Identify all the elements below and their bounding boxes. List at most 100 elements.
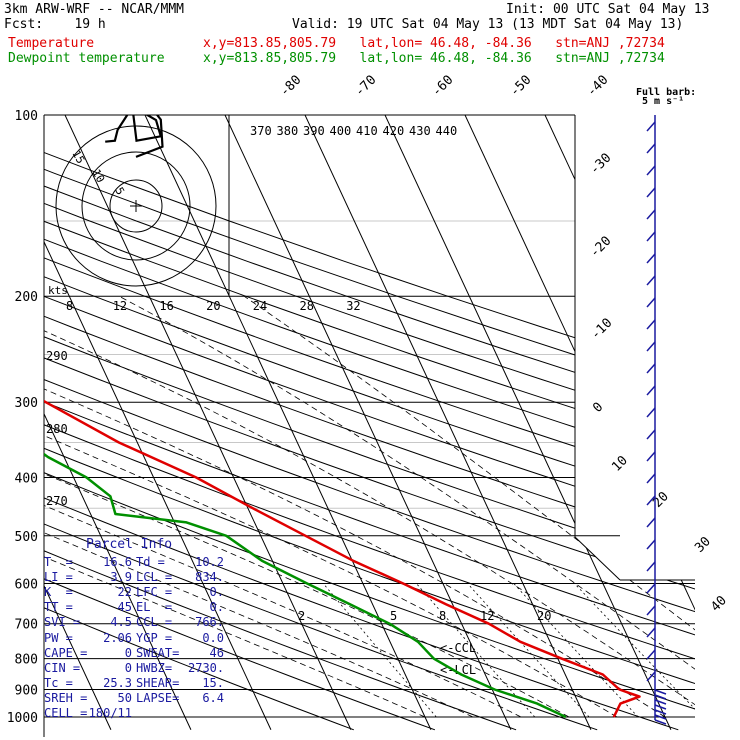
wind-barb <box>646 143 656 154</box>
parcel-info-k2: EL = <box>136 600 173 615</box>
theta-e-label: 410 <box>356 124 378 138</box>
parcel-info-row: K = 22 LFC = 0. <box>44 585 230 600</box>
parcel-info-row: SREH = 50 LAPSE= 6.4 <box>44 691 230 706</box>
dry-adiabat <box>44 115 695 731</box>
hodograph-speed-tick: 20 <box>206 299 220 313</box>
isotherm-label: 40 <box>708 593 730 615</box>
isotherm <box>44 115 272 730</box>
parcel-info-v1: 50 <box>117 690 132 705</box>
wind-barb <box>654 704 667 710</box>
pressure-label-500: 500 <box>15 530 38 545</box>
wind-barb <box>646 165 656 176</box>
hodograph-units: kts <box>48 284 68 297</box>
parcel-info-v1: 45 <box>117 600 132 615</box>
theta-e-label: 430 <box>409 124 431 138</box>
dry-adiabat <box>44 115 354 731</box>
mixing-ratio-line <box>322 583 437 718</box>
hodograph-ring-label: 10 <box>89 167 107 185</box>
parcel-info-k2 <box>132 706 188 721</box>
parcel-info-v1: 180/11 <box>88 706 132 721</box>
parcel-info-k1: SVI = <box>44 615 81 630</box>
wind-barb <box>646 363 656 374</box>
theta-e-label: 400 <box>330 124 352 138</box>
parcel-info-k1: Tc = <box>44 675 73 690</box>
dry-adiabat <box>44 115 695 731</box>
model-title: 3km ARW-WRF -- NCAR/MMM <box>4 2 185 17</box>
wind-barb <box>646 627 656 638</box>
temperature-legend: Temperature <box>8 36 95 51</box>
parcel-info-row: CIN = 0 HWBZ= 2730. <box>44 661 230 676</box>
parcel-info-v2: 0.0 <box>202 630 224 645</box>
parcel-info-v2: 766. <box>195 615 224 630</box>
parcel-info-k2: LCL = <box>136 570 173 585</box>
dry-adiabat <box>44 115 695 731</box>
moist-adiabat <box>44 295 618 718</box>
valid-time: Valid: 19 UTC Sat 04 May 13 (13 MDT Sat … <box>292 17 684 32</box>
parcel-info-row: SVI = 4.5 CCL = 766. <box>44 615 230 630</box>
dry-adiabat <box>44 115 695 731</box>
parcel-info-v1: 22 <box>117 585 132 600</box>
wind-barb <box>654 699 667 705</box>
isotherm <box>531 115 695 730</box>
parcel-info-v1: 2.06 <box>103 630 132 645</box>
isotherm <box>131 115 432 730</box>
dry-adiabat <box>44 115 695 731</box>
hodograph-speed-tick: 8 <box>66 299 73 313</box>
parcel-info-k1: PW = <box>44 630 73 645</box>
parcel-info-v2: 46 <box>209 645 224 660</box>
isotherm-label: -50 <box>507 73 534 100</box>
wind-barb <box>654 694 667 700</box>
isotherm-label: -10 <box>588 316 615 343</box>
isotherm <box>44 115 192 730</box>
parcel-info-panel: Parcel Info T = 16.6 Td = 10.2 LI = 3.9 LCL = 8… <box>44 537 230 727</box>
isotherm <box>44 115 112 730</box>
parcel-info-v2 <box>188 706 224 721</box>
moist-adiabat <box>243 295 695 718</box>
dry-adiabat <box>44 115 679 731</box>
mixing-ratio-label: 2 <box>298 609 305 623</box>
mixing-ratio-label: 12 <box>480 609 494 623</box>
isotherm-label: 0 <box>590 400 606 416</box>
moist-adiabat <box>44 295 666 718</box>
parcel-info-v2: 10.2 <box>195 555 224 570</box>
dry-adiabat <box>44 115 695 731</box>
forecast-hour: Fcst: 19 h <box>4 17 106 32</box>
isotherm <box>291 115 592 730</box>
mixing-ratio-label: 5 <box>390 609 397 623</box>
parcel-info-rows: T = 16.6 Td = 10.2 LI = 3.9 LCL = 834. K = 22 LFC … <box>44 555 230 721</box>
wind-barb <box>646 253 656 264</box>
isotherm <box>611 115 695 730</box>
dry-adiabat <box>44 115 695 731</box>
isotherm <box>51 115 352 730</box>
barb-key-line2: 5 m s⁻¹ <box>642 96 684 107</box>
parcel-info-k1: CAPE = <box>44 645 88 660</box>
dry-adiabat <box>44 115 695 731</box>
isotherm <box>371 115 672 730</box>
wind-barb <box>646 407 656 418</box>
wind-barb <box>654 719 667 725</box>
parcel-info-k1: SREH = <box>44 690 88 705</box>
theta-label: 280 <box>46 422 68 436</box>
pressure-label-100: 100 <box>15 109 38 124</box>
parcel-info-row: CAPE = 0 SWEAT= 46 <box>44 646 230 661</box>
temperature-profile <box>44 115 641 718</box>
pressure-label-900: 900 <box>15 683 38 698</box>
parcel-info-k1: K = <box>44 585 73 600</box>
moist-adiabat <box>118 295 695 718</box>
hodograph-ring <box>55 125 217 287</box>
wind-barb <box>646 297 656 308</box>
wind-barb <box>646 121 656 132</box>
isotherm-label: -20 <box>587 234 614 261</box>
parcel-info-row: CELL = 180/11 <box>44 706 230 721</box>
dry-adiabat <box>44 115 695 731</box>
parcel-info-k2: HWBZ= <box>136 660 173 675</box>
wind-barb <box>646 495 656 506</box>
hodograph-speed-tick: 28 <box>300 299 314 313</box>
wind-barb <box>646 187 656 198</box>
isotherm-label: -80 <box>277 73 304 100</box>
right-axis-slant <box>574 536 621 581</box>
parcel-info-k1: T = <box>44 555 73 570</box>
sounding-header: 3km ARW-WRF -- NCAR/MMM Init: 00 UTC Sat… <box>0 0 740 70</box>
dry-adiabat <box>44 115 598 731</box>
temperature-location: x,y=813.85,805.79 lat,lon= 46.48, -84.36… <box>203 36 665 51</box>
